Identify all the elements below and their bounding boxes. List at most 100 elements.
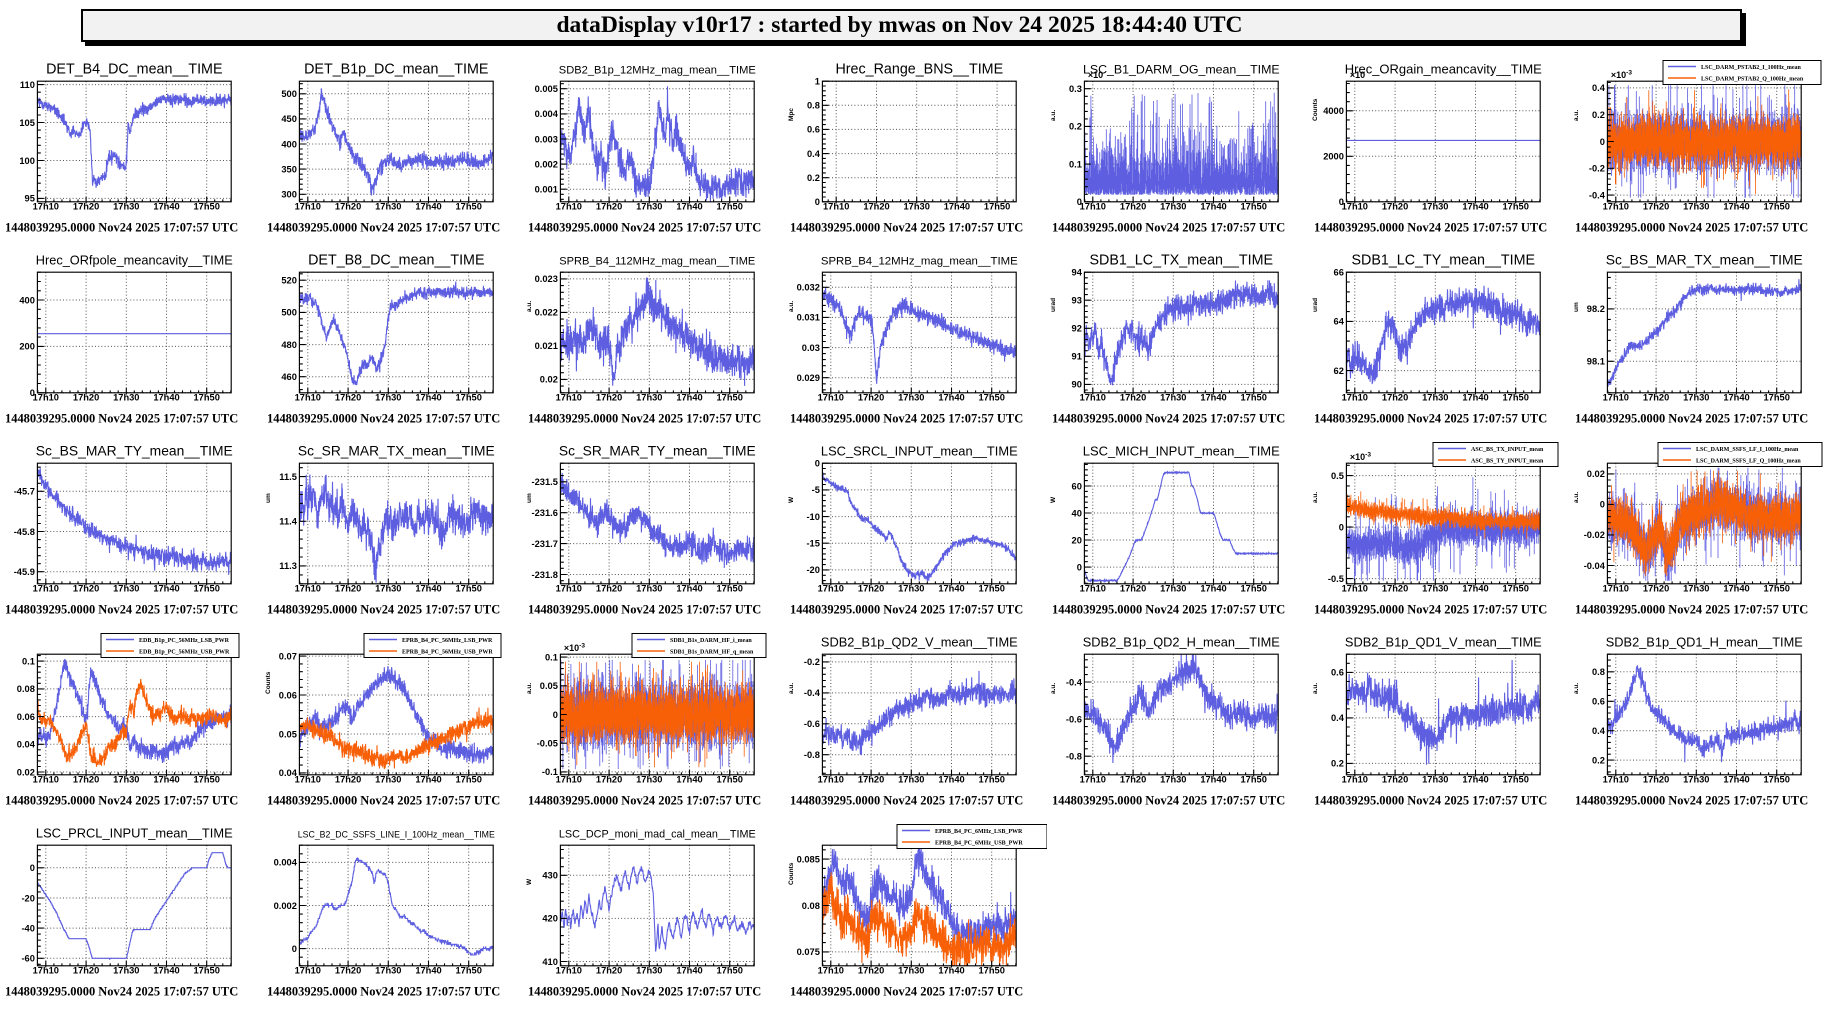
svg-text:17h10: 17h10 [556, 775, 582, 785]
svg-text:17h10: 17h10 [1080, 393, 1106, 403]
svg-text:1448039295.0000 Nov24 2025 17:: 1448039295.0000 Nov24 2025 17:07:57 UTC [528, 794, 761, 808]
svg-text:2000: 2000 [1323, 152, 1344, 162]
svg-text:0.2: 0.2 [807, 173, 820, 183]
svg-text:17h20: 17h20 [858, 966, 884, 976]
svg-text:0.2: 0.2 [1069, 122, 1082, 132]
svg-text:-15: -15 [806, 539, 819, 549]
svg-text:a.u.: a.u. [1573, 683, 1580, 694]
svg-text:17h10: 17h10 [1342, 393, 1368, 403]
svg-text:LSC_PRCL_INPUT_mean__TIME: LSC_PRCL_INPUT_mean__TIME [36, 826, 233, 841]
svg-text:0.02: 0.02 [540, 375, 558, 385]
svg-text:a.u.: a.u. [1573, 110, 1580, 121]
svg-text:Sc_BS_MAR_TX_mean__TIME: Sc_BS_MAR_TX_mean__TIME [1606, 252, 1803, 268]
svg-text:-0.2: -0.2 [1589, 164, 1605, 174]
svg-text:200: 200 [19, 342, 35, 352]
svg-text:17h50: 17h50 [194, 775, 220, 785]
svg-text:0: 0 [1077, 197, 1082, 207]
svg-text:0.004: 0.004 [274, 858, 298, 868]
svg-text:1448039295.0000 Nov24 2025 17:: 1448039295.0000 Nov24 2025 17:07:57 UTC [5, 221, 238, 235]
svg-text:17h20: 17h20 [1120, 393, 1146, 403]
svg-text:17h50: 17h50 [717, 966, 743, 976]
svg-text:17h10: 17h10 [1603, 775, 1629, 785]
svg-text:urad: urad [1312, 298, 1319, 312]
svg-text:0.2: 0.2 [1331, 759, 1344, 769]
svg-text:20: 20 [1072, 535, 1082, 545]
svg-text:17h40: 17h40 [1723, 393, 1749, 403]
svg-text:0: 0 [1600, 137, 1605, 147]
svg-text:1448039295.0000 Nov24 2025 17:: 1448039295.0000 Nov24 2025 17:07:57 UTC [1575, 603, 1808, 617]
svg-text:410: 410 [542, 957, 558, 967]
svg-text:0.04: 0.04 [17, 740, 36, 750]
svg-text:17h10: 17h10 [295, 584, 321, 594]
svg-text:17h30: 17h30 [113, 393, 139, 403]
svg-text:0.6: 0.6 [1592, 697, 1605, 707]
svg-text:-0.02: -0.02 [1584, 530, 1605, 540]
svg-text:17h10: 17h10 [1603, 393, 1629, 403]
svg-text:17h10: 17h10 [1603, 202, 1629, 212]
svg-text:17h40: 17h40 [153, 202, 179, 212]
svg-text:EPRB_B4_PC_56MHz_LSB_PWR: EPRB_B4_PC_56MHz_LSB_PWR [402, 638, 493, 644]
svg-text:0.06: 0.06 [279, 690, 297, 700]
svg-text:92: 92 [1072, 324, 1082, 334]
svg-text:17h20: 17h20 [1120, 202, 1146, 212]
svg-text:0.02: 0.02 [17, 767, 35, 777]
svg-text:0: 0 [1600, 500, 1605, 510]
svg-text:1448039295.0000 Nov24 2025 17:: 1448039295.0000 Nov24 2025 17:07:57 UTC [1052, 221, 1285, 235]
svg-text:17h40: 17h40 [938, 393, 964, 403]
svg-text:17h20: 17h20 [596, 775, 622, 785]
svg-text:17h40: 17h40 [153, 584, 179, 594]
svg-text:17h20: 17h20 [1120, 584, 1146, 594]
svg-text:66: 66 [1334, 268, 1344, 278]
svg-text:17h30: 17h30 [375, 584, 401, 594]
svg-text:17h40: 17h40 [153, 966, 179, 976]
svg-text:17h40: 17h40 [1200, 775, 1226, 785]
svg-text:17h20: 17h20 [1382, 393, 1408, 403]
svg-text:450: 450 [281, 114, 297, 124]
svg-text:0.085: 0.085 [797, 854, 820, 864]
svg-text:-231.8: -231.8 [532, 570, 558, 580]
svg-text:17h50: 17h50 [194, 584, 220, 594]
svg-text:1448039295.0000 Nov24 2025 17:: 1448039295.0000 Nov24 2025 17:07:57 UTC [5, 412, 238, 426]
svg-text:0.004: 0.004 [535, 109, 559, 119]
svg-text:Counts: Counts [1312, 98, 1319, 121]
svg-text:480: 480 [281, 340, 297, 350]
svg-text:-0.4: -0.4 [804, 688, 821, 698]
svg-text:×10-3: ×10-3 [564, 643, 585, 654]
svg-text:17h20: 17h20 [596, 966, 622, 976]
svg-text:62: 62 [1334, 366, 1344, 376]
svg-text:17h40: 17h40 [415, 202, 441, 212]
svg-text:17h30: 17h30 [898, 584, 924, 594]
svg-text:17h10: 17h10 [295, 202, 321, 212]
svg-text:17h30: 17h30 [636, 393, 662, 403]
svg-text:0.05: 0.05 [279, 729, 297, 739]
svg-text:0.04: 0.04 [279, 768, 298, 778]
svg-text:a.u.: a.u. [1573, 492, 1580, 503]
svg-text:1448039295.0000 Nov24 2025 17:: 1448039295.0000 Nov24 2025 17:07:57 UTC [1314, 412, 1547, 426]
svg-text:0.021: 0.021 [535, 341, 558, 351]
svg-text:um: um [1573, 302, 1580, 312]
svg-text:17h40: 17h40 [676, 393, 702, 403]
svg-text:95: 95 [25, 194, 35, 204]
svg-text:LSC_B2_DC_SSFS_LINE_I_100Hz_me: LSC_B2_DC_SSFS_LINE_I_100Hz_mean__TIME [298, 830, 495, 840]
svg-text:-0.6: -0.6 [804, 719, 820, 729]
svg-text:17h50: 17h50 [456, 775, 482, 785]
svg-text:17h30: 17h30 [113, 966, 139, 976]
svg-text:17h50: 17h50 [1764, 775, 1790, 785]
svg-text:17h30: 17h30 [898, 966, 924, 976]
svg-text:60: 60 [1072, 481, 1082, 491]
svg-text:17h40: 17h40 [1723, 775, 1749, 785]
svg-text:17h40: 17h40 [1462, 775, 1488, 785]
svg-text:17h30: 17h30 [375, 202, 401, 212]
svg-text:64: 64 [1334, 317, 1345, 327]
svg-text:LSC_DARM_SSFS_LF_Q_100Hz_mean: LSC_DARM_SSFS_LF_Q_100Hz_mean [1696, 459, 1801, 465]
svg-text:1448039295.0000 Nov24 2025 17:: 1448039295.0000 Nov24 2025 17:07:57 UTC [5, 603, 238, 617]
svg-text:0.02: 0.02 [1587, 469, 1605, 479]
svg-text:17h20: 17h20 [1120, 775, 1146, 785]
svg-text:a.u.: a.u. [1312, 683, 1319, 694]
svg-text:1448039295.0000 Nov24 2025 17:: 1448039295.0000 Nov24 2025 17:07:57 UTC [1575, 412, 1808, 426]
svg-text:0.03: 0.03 [802, 343, 820, 353]
svg-text:17h10: 17h10 [1080, 775, 1106, 785]
svg-text:17h20: 17h20 [596, 393, 622, 403]
svg-text:SDB1_B1s_DARM_HF_q_mean: SDB1_B1s_DARM_HF_q_mean [670, 650, 754, 656]
svg-text:0.6: 0.6 [807, 125, 820, 135]
